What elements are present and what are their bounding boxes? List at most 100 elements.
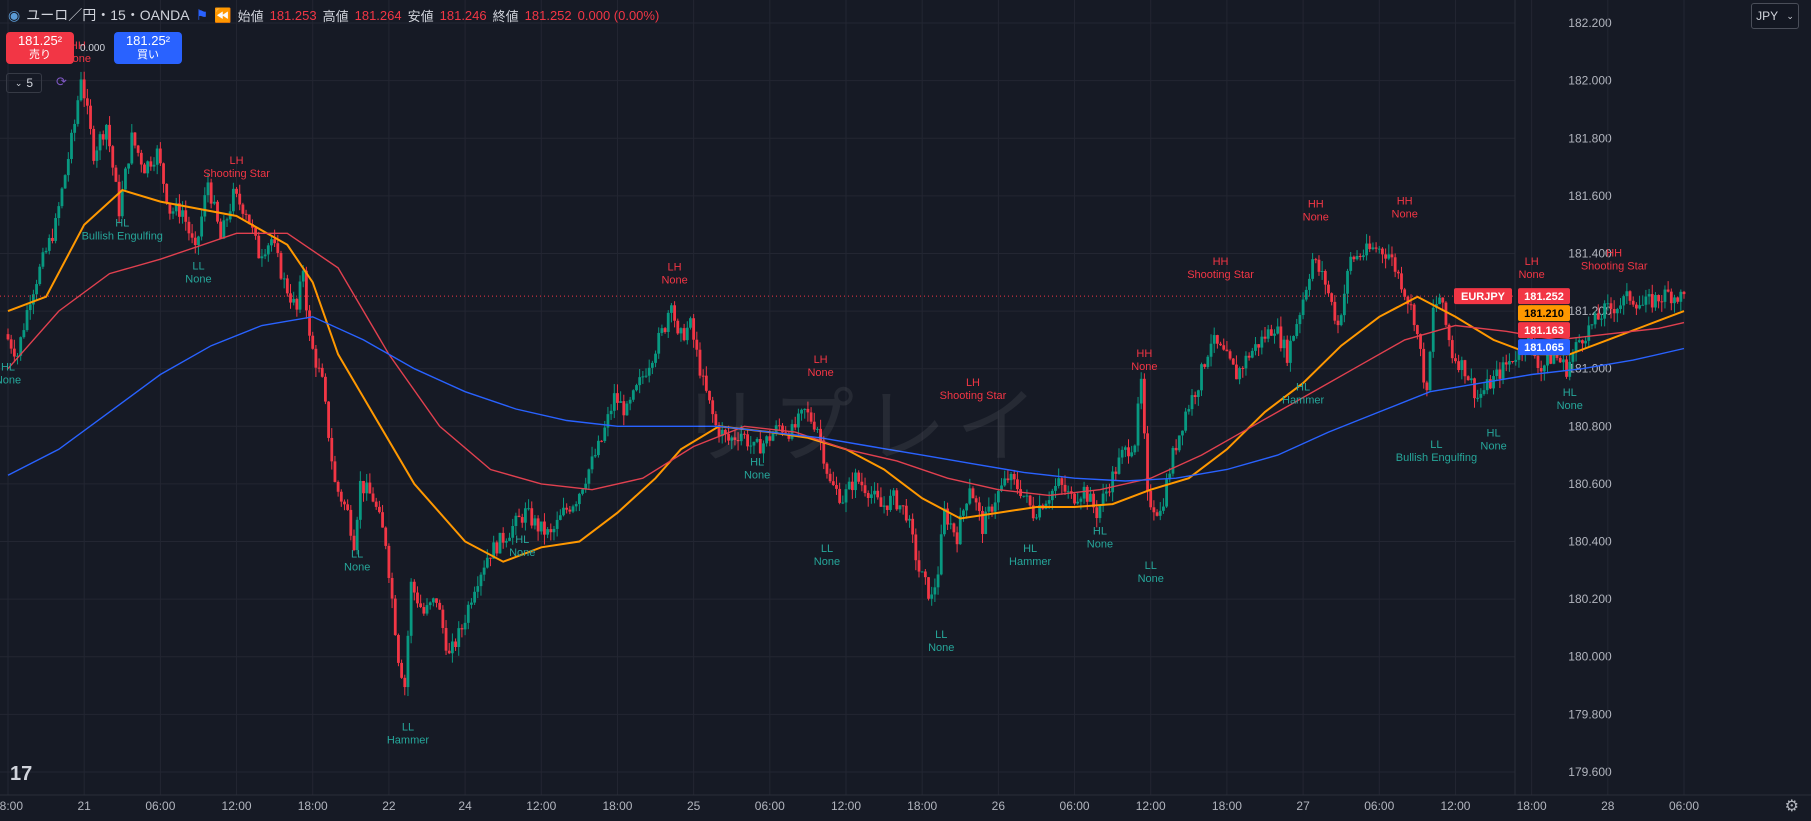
candle-down [330, 437, 334, 462]
candle-pattern-label: Bullish Engulfing [82, 230, 163, 242]
indicator-visibility-toggle[interactable]: ⌄ 5 [6, 73, 42, 93]
x-tick-label: 12:00 [831, 799, 861, 813]
candle-up [1104, 491, 1108, 494]
candle-down [1609, 303, 1613, 309]
symbol-title[interactable]: ユーロ／円・15・OANDA [26, 7, 190, 23]
candle-down [1390, 254, 1394, 258]
x-tick-label: 12:00 [222, 799, 252, 813]
candle-down [285, 278, 289, 294]
candle-up [1171, 447, 1175, 474]
candle-up [266, 245, 270, 255]
candle-up [739, 433, 743, 442]
candle-up [552, 528, 556, 533]
candle-down [501, 532, 505, 543]
candle-down [1530, 335, 1534, 343]
candle-pattern-label: None [1131, 361, 1157, 373]
candle-down [1511, 361, 1514, 363]
candle-up [996, 491, 1000, 503]
candle-up [1301, 299, 1305, 316]
currency-button[interactable]: JPY ⌄ [1751, 3, 1799, 29]
candle-up [492, 542, 496, 559]
x-tick-label: 24 [458, 799, 472, 813]
sync-icon[interactable]: ⟳ [56, 74, 67, 89]
candle-up [473, 591, 477, 603]
candle-up [1571, 352, 1575, 362]
candle-up [1133, 445, 1137, 453]
candle-up [63, 175, 67, 189]
open-value: 181.253 [269, 7, 317, 23]
candle-pattern-label: None [661, 275, 687, 287]
candle-up [587, 469, 591, 484]
candle-down [416, 592, 419, 604]
candle-up [752, 441, 756, 446]
x-tick-label: 12:00 [526, 799, 556, 813]
x-tick-label: 18:00 [1212, 799, 1242, 813]
candle-up [889, 495, 892, 510]
candle-down [381, 512, 384, 528]
candle-up [1098, 505, 1102, 519]
candle-down [831, 481, 835, 486]
gear-icon[interactable]: ⚙ [1784, 798, 1799, 815]
candle-down [1257, 344, 1261, 348]
candle-down [717, 425, 721, 437]
y-tick-label: 180.400 [1568, 535, 1612, 549]
broker-flag-icon: ⚑ [195, 6, 209, 23]
candle-up [54, 218, 58, 241]
candle-up [755, 438, 759, 442]
candle-up [1111, 471, 1115, 493]
candle-up [98, 134, 102, 151]
candle-down [549, 529, 553, 533]
candle-down [136, 145, 140, 153]
candle-down [860, 481, 864, 486]
swing-type-label: HL [750, 456, 764, 468]
x-tick-label: 27 [1296, 799, 1310, 813]
currency-label: JPY [1756, 9, 1779, 23]
buy-button[interactable]: 181.25² 買い [114, 32, 182, 64]
candle-up [155, 148, 159, 165]
candle-up [1644, 296, 1648, 305]
x-tick-label: 06:00 [1060, 799, 1090, 813]
candle-up [612, 393, 616, 411]
x-tick-label: 25 [687, 799, 701, 813]
candle-down [1555, 353, 1559, 358]
candle-down [828, 473, 832, 482]
candle-down [1596, 313, 1600, 320]
candle-up [44, 250, 48, 253]
candle-up [685, 327, 689, 341]
candle-up [987, 506, 991, 512]
tradingview-logo-icon[interactable]: 17 [10, 763, 33, 785]
candle-down [193, 237, 197, 246]
candle-up [1076, 501, 1080, 504]
candle-up [1320, 271, 1324, 273]
candle-down [12, 348, 16, 357]
candle-down [244, 213, 248, 215]
candle-up [457, 628, 461, 648]
candle-down [1219, 343, 1222, 346]
x-tick-label: 18:00 [907, 799, 937, 813]
candle-down [209, 182, 213, 204]
candle-up [60, 188, 64, 207]
candle-up [57, 206, 61, 219]
swing-type-label: LL [1145, 560, 1157, 572]
candle-up [301, 270, 305, 282]
replay-icon[interactable]: ⏪ [214, 6, 232, 23]
candle-down [663, 328, 667, 332]
sell-button[interactable]: 181.25² 売り [6, 32, 74, 64]
candle-up [571, 506, 575, 512]
candle-down [698, 349, 702, 376]
candle-up [1162, 506, 1165, 511]
candle-up [1377, 248, 1381, 250]
candle-down [304, 270, 308, 311]
x-tick-label: 18:00 [0, 799, 23, 813]
candle-up [1273, 333, 1276, 336]
candle-up [1492, 376, 1495, 389]
swing-type-label: LH [668, 262, 682, 274]
candle-up [1479, 393, 1483, 398]
candle-down [711, 400, 715, 415]
candle-pattern-label: Shooting Star [1187, 269, 1254, 281]
candle-up [298, 281, 302, 310]
candle-down [1631, 300, 1635, 305]
candle-down [1225, 349, 1229, 352]
x-tick-label: 12:00 [1136, 799, 1166, 813]
